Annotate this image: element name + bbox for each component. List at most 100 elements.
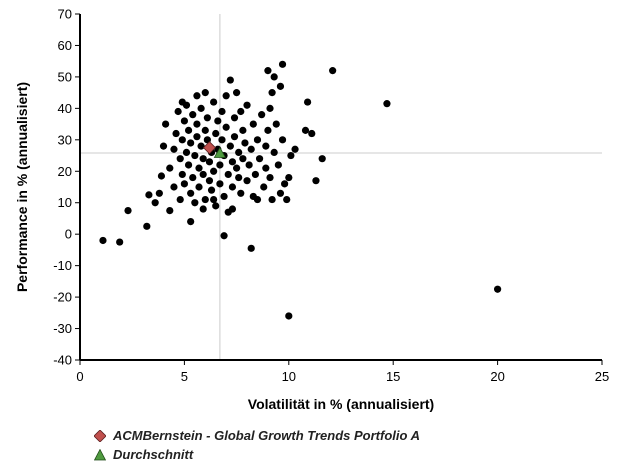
data-point [197,104,205,112]
data-point [166,206,174,215]
y-tick-label: -20 [53,290,72,305]
legend-label-fund: ACMBernstein - Global Growth Trends Port… [113,428,420,443]
x-tick-label: 10 [282,369,296,384]
data-point [201,89,209,97]
data-point [170,145,178,153]
data-point [178,98,186,106]
data-point [212,129,220,138]
chart-svg: -40 -30 -20 -10 0 10 20 30 40 50 60 70 0 5 10 15 20 25 Vol… [14,7,609,413]
data-point [329,67,337,75]
data-point [235,148,243,156]
data-point [191,199,199,207]
data-point [207,186,216,194]
data-point [243,177,251,185]
data-point [162,120,170,128]
legend: ACMBernstein - Global Growth Trends Port… [94,426,420,464]
data-point [203,114,211,122]
data-point [281,180,289,188]
data-point [278,136,287,144]
data-point [159,142,168,150]
data-point [285,173,293,182]
data-point [283,195,291,204]
data-point [210,195,218,204]
data-point [268,89,276,97]
data-point [235,173,243,182]
data-point [220,232,228,240]
data-point [216,180,224,188]
data-point [180,180,188,188]
data-point [218,107,226,116]
data-point [222,92,230,100]
legend-item-fund: ACMBernstein - Global Growth Trends Port… [94,426,420,445]
fund-marker [202,141,217,155]
data-point [145,191,153,199]
data-point [247,244,255,252]
x-tick-label: 0 [76,369,83,384]
data-point [226,142,234,150]
data-point [195,183,203,191]
green-triangle-icon [94,448,106,460]
data-point [239,155,247,163]
y-tick-label: 60 [58,38,72,53]
data-point [199,205,207,213]
data-point [266,173,274,182]
data-point [233,89,241,97]
y-tick-label: 50 [58,69,72,84]
data-point [237,107,245,116]
x-tick-label: 20 [490,369,504,384]
y-tick-label: 40 [58,101,72,116]
data-point [191,151,199,160]
data-point [143,222,151,230]
data-point [205,177,214,185]
data-point [383,100,391,108]
data-point [291,145,299,153]
y-tick-label: 20 [58,164,72,179]
data-point [243,101,251,109]
data-point [216,161,224,169]
y-tick-label: 30 [58,132,72,147]
data-point [268,195,276,204]
data-point [251,170,259,179]
data-point [272,120,280,128]
data-point [193,92,201,100]
data-point [308,129,316,138]
data-point [172,129,180,138]
data-point [176,195,184,204]
data-point [187,189,195,197]
data-point [241,139,249,147]
data-point [210,98,218,106]
y-tick-label: 0 [65,227,72,242]
data-point [228,158,237,166]
data-point [228,183,237,191]
data-point [274,161,282,169]
data-point [245,161,253,169]
data-point [178,136,186,144]
data-point [301,126,310,134]
y-tick-label: -30 [53,321,72,336]
data-point [249,120,257,128]
data-point [189,111,197,119]
data-point [218,136,226,144]
data-point [220,192,228,201]
data-point [239,126,247,134]
data-point [116,238,124,246]
data-point [151,199,159,207]
data-point [285,312,293,320]
data-point [212,202,220,210]
x-tick-label: 15 [386,369,400,384]
data-point [266,104,274,112]
data-point [303,98,312,106]
x-tick-label: 5 [181,369,188,384]
y-tick-label: 70 [58,7,72,22]
data-point [287,151,295,160]
data-point [99,236,107,245]
data-point [199,170,207,179]
data-point [318,155,326,163]
data-point [187,218,195,226]
data-point [189,173,197,182]
data-point [276,82,285,90]
data-point [201,195,209,204]
data-point [228,205,237,213]
data-point [260,183,268,191]
data-point [270,73,278,81]
